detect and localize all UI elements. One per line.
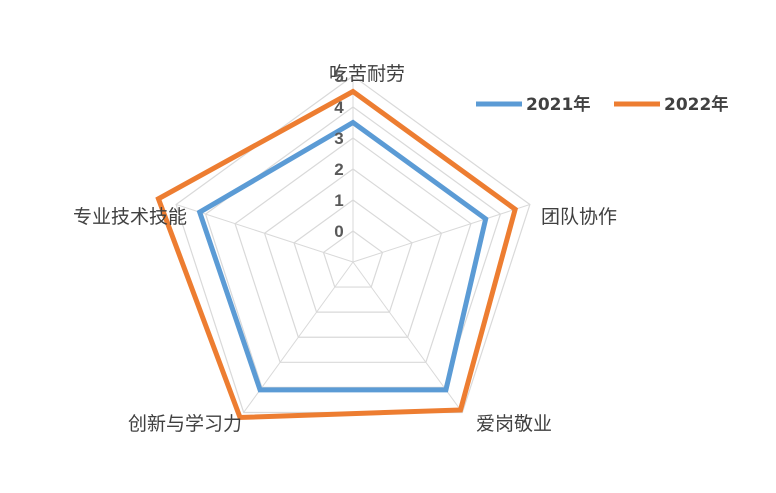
category-label-4: 专业技术技能 bbox=[73, 206, 187, 228]
grid-ring-2 bbox=[263, 168, 443, 338]
category-label-0: 吃苦耐劳 bbox=[329, 63, 405, 85]
tick-label-5: 5 bbox=[334, 67, 343, 86]
radar-grid bbox=[175, 75, 531, 414]
legend: 2021年 2022年 bbox=[476, 94, 728, 115]
series-layer bbox=[155, 88, 519, 421]
series-line-1 bbox=[155, 88, 519, 421]
tick-label-0: 0 bbox=[334, 222, 343, 241]
legend-label-2022: 2022年 bbox=[664, 94, 728, 115]
category-label-3: 创新与学习力 bbox=[128, 413, 242, 435]
series-line-0 bbox=[196, 119, 489, 393]
tick-label-2: 2 bbox=[334, 160, 343, 179]
spoke-4 bbox=[175, 204, 354, 263]
grid-ring-3 bbox=[234, 137, 472, 363]
tick-labels: 0 1 2 3 4 5 bbox=[334, 67, 344, 241]
tick-label-4: 4 bbox=[334, 98, 344, 117]
tick-label-1: 1 bbox=[334, 191, 343, 210]
legend-label-2021: 2021年 bbox=[526, 94, 590, 115]
spoke-3 bbox=[243, 261, 354, 413]
grid-ring-0 bbox=[322, 230, 384, 288]
grid-ring-1 bbox=[293, 199, 413, 313]
spoke-1 bbox=[352, 204, 531, 263]
category-label-2: 爱岗敬业 bbox=[476, 413, 552, 435]
category-label-1: 团队协作 bbox=[541, 206, 617, 228]
tick-label-3: 3 bbox=[334, 129, 343, 148]
